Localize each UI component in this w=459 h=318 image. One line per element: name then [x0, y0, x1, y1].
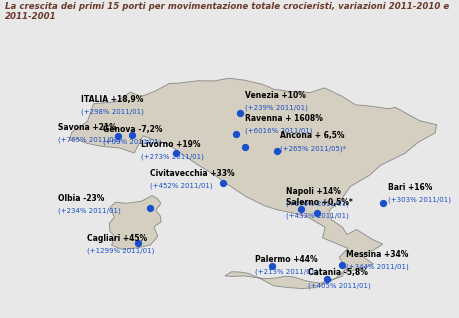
Text: (+273% 2011/01): (+273% 2011/01): [140, 154, 203, 160]
Text: (+1299% 2011/01): (+1299% 2011/01): [87, 248, 154, 254]
Point: [134, 240, 141, 245]
Point: [235, 111, 243, 116]
Text: Ancona + 6,5%: Ancona + 6,5%: [279, 131, 344, 140]
Polygon shape: [224, 270, 344, 288]
Point: [128, 132, 135, 137]
Point: [297, 207, 304, 212]
Text: (+344% 2011/01): (+344% 2011/01): [346, 263, 408, 270]
Text: (+433% 2011/01): (+433% 2011/01): [285, 212, 348, 218]
Text: Olbia -23%: Olbia -23%: [58, 194, 105, 203]
Text: (+298% 2011/01): (+298% 2011/01): [80, 108, 143, 115]
Text: Catania -5,8%: Catania -5,8%: [308, 268, 368, 277]
Point: [312, 210, 319, 215]
Text: La crescita dei primi 15 porti per movimentazione totale crocieristi, variazioni: La crescita dei primi 15 porti per movim…: [5, 2, 448, 21]
Text: (+234% 2011/01): (+234% 2011/01): [58, 208, 121, 214]
Point: [323, 277, 330, 282]
Text: Ravenna + 1608%: Ravenna + 1608%: [245, 114, 322, 123]
Text: (+6016% 2011/01): (+6016% 2011/01): [245, 128, 312, 134]
Text: (+239% 2011/01): (+239% 2011/01): [245, 104, 307, 111]
Text: Savona +21%: Savona +21%: [58, 123, 117, 132]
Point: [231, 132, 239, 137]
Text: Salerno +0,5%*: Salerno +0,5%*: [285, 198, 352, 207]
Point: [146, 205, 153, 210]
Point: [172, 150, 179, 155]
Text: Napoli +14%: Napoli +14%: [285, 187, 341, 196]
Point: [268, 264, 275, 269]
Text: Genova -7,2%: Genova -7,2%: [102, 125, 162, 134]
Text: (+765% 2011/01): (+765% 2011/01): [58, 137, 121, 143]
Point: [337, 262, 345, 267]
Polygon shape: [69, 78, 436, 271]
Point: [273, 149, 280, 154]
Text: Livorno +19%: Livorno +19%: [140, 140, 200, 149]
Text: (+452% 2011/01): (+452% 2011/01): [150, 183, 213, 189]
Text: (+176% 2011/01): (+176% 2011/01): [285, 201, 348, 207]
Text: Civitavecchia +33%: Civitavecchia +33%: [150, 169, 234, 178]
Text: Venezia +10%: Venezia +10%: [245, 91, 305, 100]
Text: Bari +16%: Bari +16%: [386, 183, 431, 192]
Text: (+303% 2011/01): (+303% 2011/01): [386, 197, 449, 203]
Point: [218, 181, 226, 186]
Polygon shape: [109, 196, 161, 249]
Point: [379, 201, 386, 206]
Text: (+265% 2011/05)*: (+265% 2011/05)*: [279, 145, 345, 152]
Text: (+405% 2011/01): (+405% 2011/01): [308, 282, 370, 289]
Text: Palermo +44%: Palermo +44%: [254, 255, 317, 264]
Text: (+69% 2011/01): (+69% 2011/01): [102, 139, 161, 145]
Point: [241, 145, 248, 150]
Text: (+213% 2011/01): (+213% 2011/01): [254, 269, 317, 275]
Text: Cagliari +45%: Cagliari +45%: [87, 234, 147, 243]
Text: ITALIA +18,9%: ITALIA +18,9%: [80, 95, 143, 104]
Point: [114, 134, 121, 139]
Text: Messina +34%: Messina +34%: [346, 250, 408, 259]
